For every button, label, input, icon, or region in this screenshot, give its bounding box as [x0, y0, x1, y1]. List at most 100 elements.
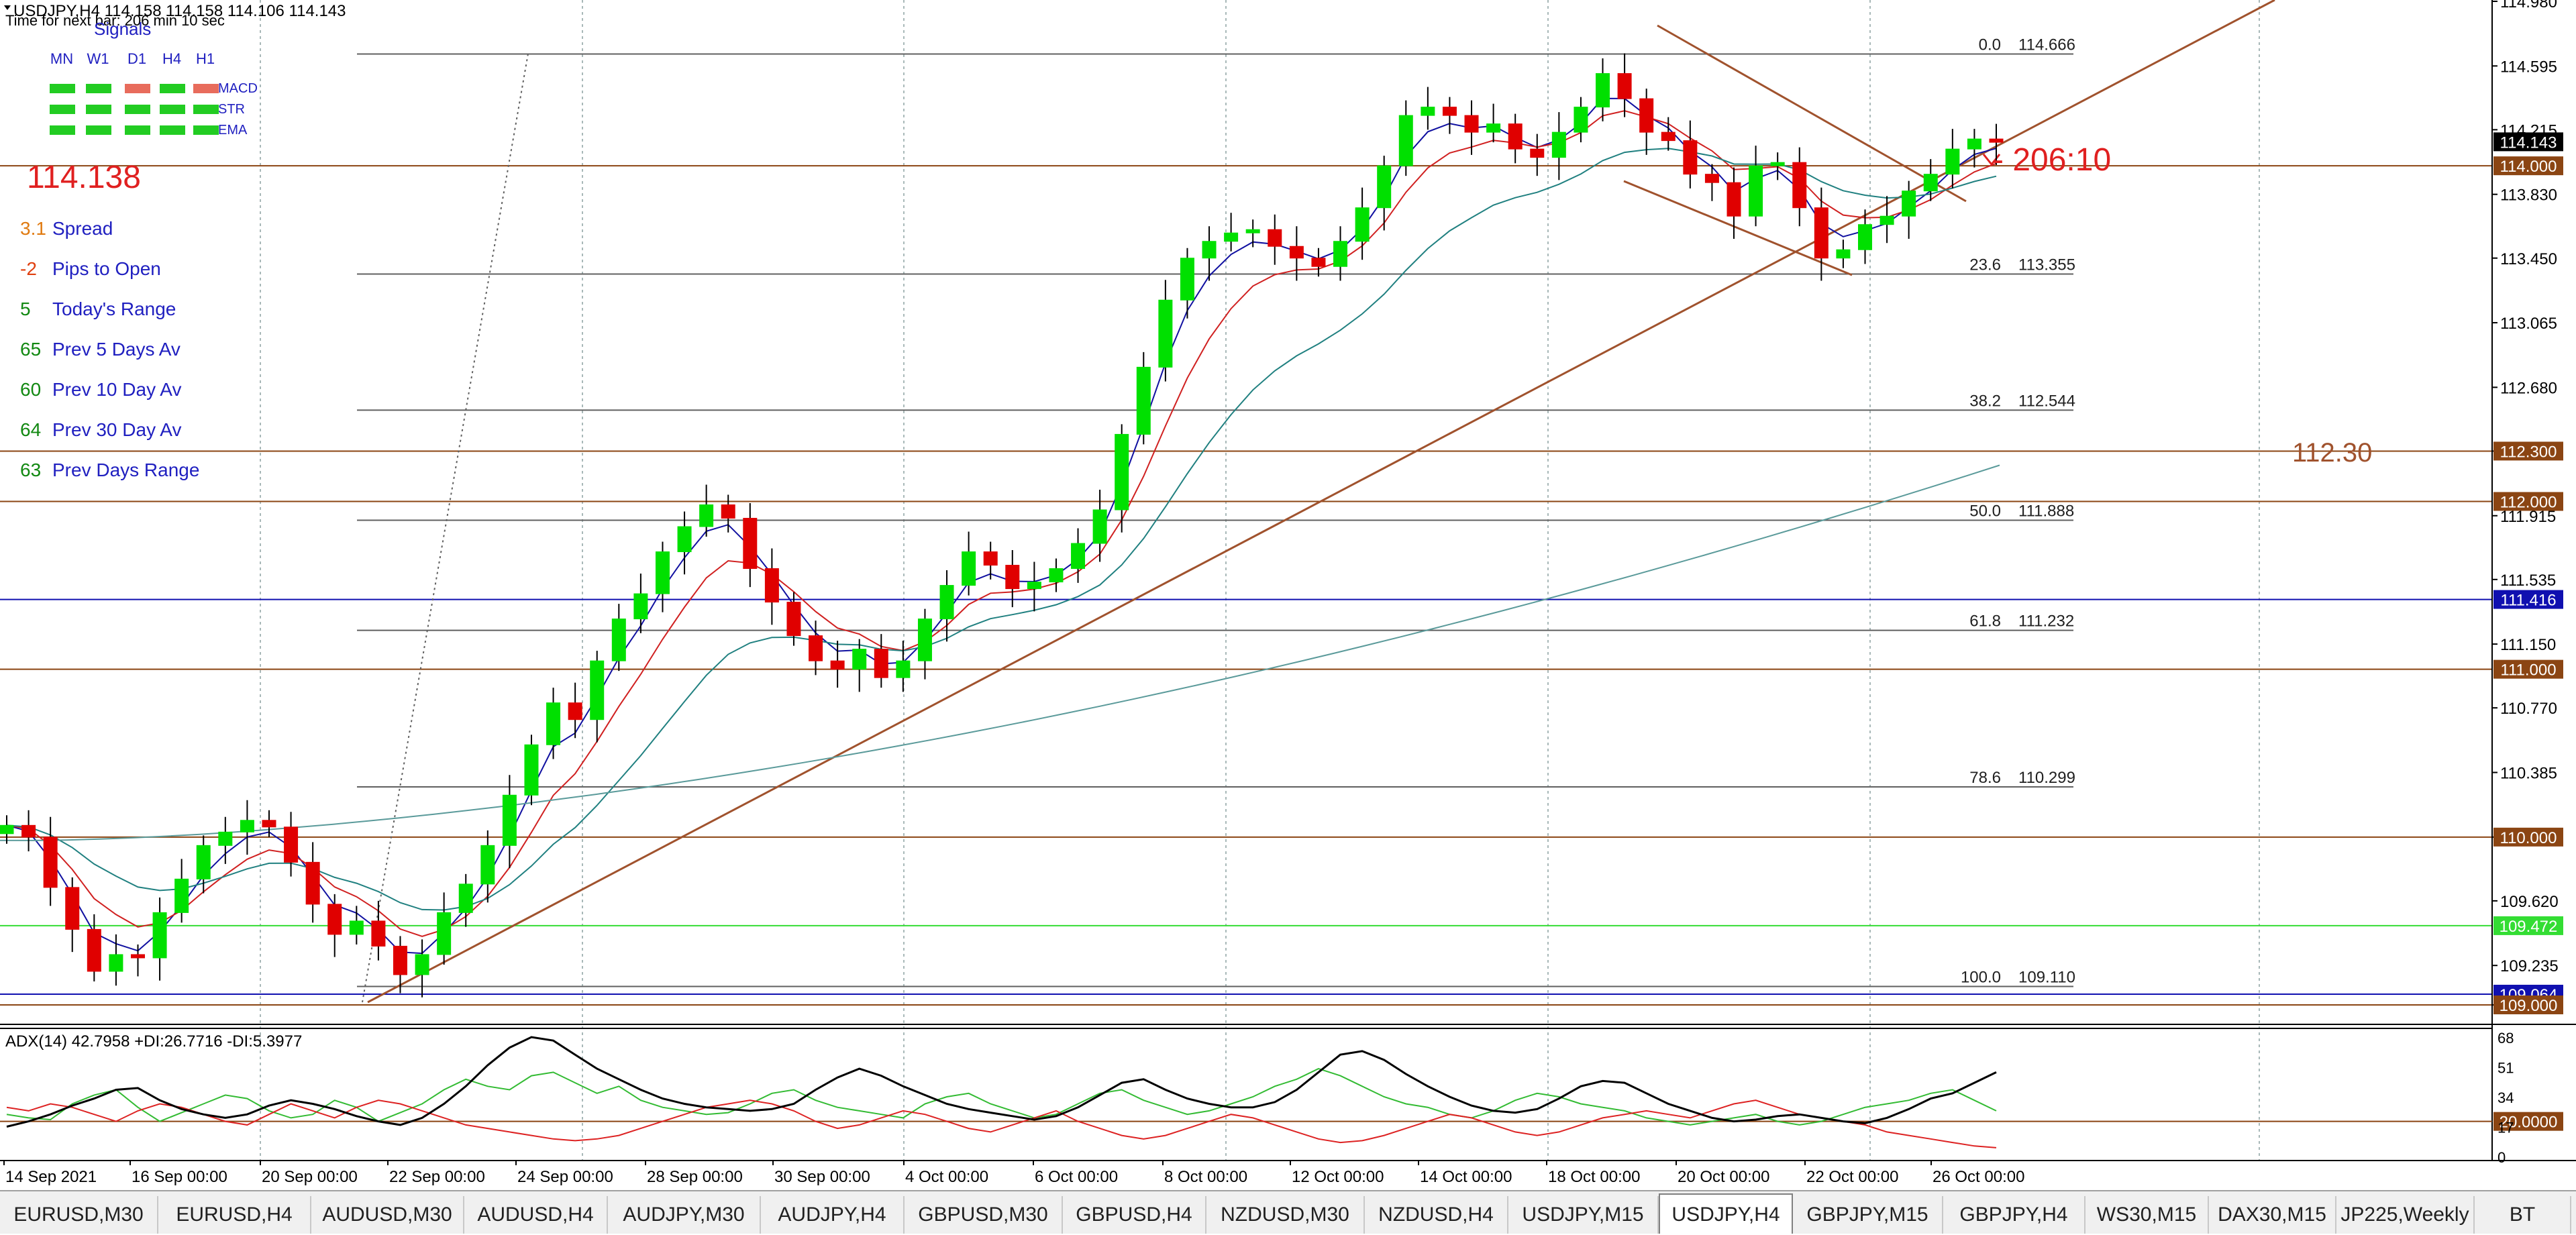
signal-cell [125, 105, 150, 114]
adx-axis-tick: 68 [2497, 1030, 2514, 1046]
level-label-text: 109.472 [2500, 918, 2558, 936]
chart-tab-nzdusd-h4[interactable]: NZDUSD,H4 [1365, 1196, 1508, 1234]
stat-value: 5 [20, 299, 31, 319]
adx-label: ADX(14) 42.7958 +DI:26.7716 -DI:5.3977 [5, 1032, 302, 1051]
fib-ratio-label: 100.0 [1961, 968, 2001, 986]
price-tick-label: 109.235 [2500, 957, 2559, 975]
candle-body [393, 945, 407, 975]
chart-tab-eurusd-m30[interactable]: EURUSD,M30 [0, 1196, 158, 1234]
chart-tabs: EURUSD,M30 EURUSD,H4 AUDUSD,M30 AUDUSD,H4 AU… [0, 1190, 2576, 1234]
chart-tab-bt[interactable]: BT [2475, 1196, 2571, 1234]
signal-cell [86, 105, 111, 114]
candle-body [830, 660, 845, 670]
price-tick-label: 111.535 [2500, 572, 2556, 590]
candle-body [1289, 246, 1304, 259]
candle-body [1333, 241, 1348, 267]
fib-price-label: 110.299 [2018, 769, 2075, 787]
stat-label: Spread [52, 218, 113, 239]
chart-tab-gbpusd-h4[interactable]: GBPUSD,H4 [1063, 1196, 1206, 1234]
chart-tab-eurusd-h4[interactable]: EURUSD,H4 [158, 1196, 311, 1234]
adx-axis-tick: 0 [2497, 1149, 2506, 1166]
chart-tab-gbpjpy-m15[interactable]: GBPJPY,M15 [1793, 1196, 1943, 1234]
signal-cell [193, 105, 219, 114]
candle-body [1574, 107, 1588, 133]
signal-timeframe-label: H4 [162, 50, 181, 67]
fib-ratio-label: 78.6 [1969, 769, 2001, 787]
signal-cell [125, 84, 150, 93]
candle-body [1530, 148, 1545, 158]
candle-body [1268, 229, 1282, 247]
candle-body [1792, 162, 1807, 209]
candle-body [130, 954, 145, 959]
price-tick-label: 114.980 [2500, 0, 2557, 11]
chart-tab-gbpjpy-h4[interactable]: GBPJPY,H4 [1943, 1196, 2085, 1234]
candle-body [437, 912, 452, 955]
candle-body [1092, 509, 1107, 544]
candle-body [743, 518, 758, 570]
ema-slow-line [6, 148, 1997, 911]
chart-tab-usdjpy-h4[interactable]: USDJPY,H4 [1659, 1193, 1793, 1234]
price-tick-label: 110.385 [2500, 765, 2557, 783]
candle-body [1879, 215, 1894, 225]
chart-tab-jp225-weekly[interactable]: JP225,Weekly [2336, 1196, 2475, 1234]
candle-body [1836, 249, 1851, 259]
level-label-text: 111.000 [2500, 661, 2556, 680]
signal-cell [50, 105, 75, 114]
level-label-text: 109.000 [2500, 997, 2558, 1015]
candle-body [1398, 115, 1413, 166]
level-label-box [2493, 916, 2563, 935]
candle-body [218, 831, 233, 846]
signal-timeframe-label: D1 [127, 50, 146, 67]
current-price-box [2493, 132, 2563, 152]
level-label-box [2493, 995, 2563, 1014]
chart-tab-nzdusd-m30[interactable]: NZDUSD,M30 [1206, 1196, 1365, 1234]
time-grid [260, 0, 2260, 1161]
chart-tab-dax30-m15[interactable]: DAX30,M15 [2209, 1196, 2336, 1234]
candle-body [1639, 98, 1654, 133]
candle-body [415, 954, 429, 975]
candle-body [43, 837, 58, 888]
candle-body [590, 660, 605, 720]
candle-body [1464, 115, 1479, 133]
signal-timeframe-label: H1 [196, 50, 215, 67]
chart-tab-usdjpy-m15[interactable]: USDJPY,M15 [1508, 1196, 1659, 1234]
chart-tab-audusd-m30[interactable]: AUDUSD,M30 [311, 1196, 464, 1234]
candle-body [896, 660, 911, 678]
price-tick-label: 112.680 [2500, 379, 2557, 397]
collapse-arrow-icon[interactable] [4, 5, 11, 10]
candle-body [546, 702, 561, 745]
candle-body [699, 504, 714, 527]
candle-body [371, 920, 386, 947]
candle-body [305, 861, 320, 905]
time-tick-label: 24 Sep 00:00 [517, 1168, 613, 1186]
time-tick-label: 14 Oct 00:00 [1420, 1168, 1512, 1186]
chart-tab-gbpusd-m30[interactable]: GBPUSD,M30 [905, 1196, 1063, 1234]
candle-body [262, 820, 276, 828]
candle-body [109, 954, 123, 972]
fib-ratio-label: 61.8 [1969, 612, 2001, 631]
chart-tab-audusd-h4[interactable]: AUDUSD,H4 [464, 1196, 608, 1234]
signal-cell [86, 84, 111, 93]
candle-body [1967, 138, 1981, 150]
candle-body [1508, 123, 1523, 150]
channel-upper-line[interactable] [1657, 24, 1967, 203]
channel-lower-line[interactable] [1623, 180, 1853, 276]
horizontal-levels[interactable] [0, 165, 2492, 1006]
candle-body [284, 826, 299, 863]
chart-tab-audjpy-m30[interactable]: AUDJPY,M30 [608, 1196, 761, 1234]
level-label-box [2493, 659, 2563, 679]
chart-tab-audjpy-h4[interactable]: AUDJPY,H4 [761, 1196, 905, 1234]
adx-panel[interactable]: ADX(14) 42.7958 +DI:26.7716 -DI:5.3977 20… [0, 1030, 2563, 1166]
fib-ratio-label: 50.0 [1969, 502, 2001, 521]
fib-price-label: 113.355 [2018, 256, 2075, 274]
candle-body [87, 928, 101, 972]
chart-tab-ws30-m15[interactable]: WS30,M15 [2085, 1196, 2209, 1234]
candle-body [1180, 258, 1194, 301]
candle-body [1027, 582, 1041, 590]
fibonacci-retracement[interactable]: 0.0 114.666 23.6 113.355 38.2 112.544 50.0 111.… [357, 36, 2075, 987]
adx-level-label: 20.0000 [2500, 1114, 2558, 1132]
candle-body [1049, 568, 1064, 583]
stat-value: 64 [20, 419, 41, 440]
chart-area[interactable]: 0.0 114.666 23.6 113.355 38.2 112.544 50.0 111.… [0, 0, 2576, 1190]
